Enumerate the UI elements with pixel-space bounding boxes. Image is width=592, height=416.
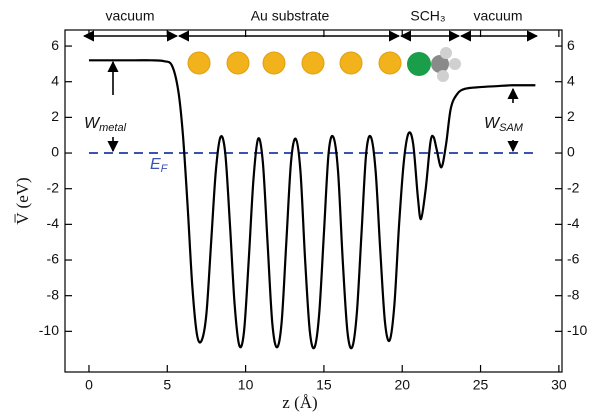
y2-tick-label: -8	[567, 286, 580, 302]
x-tick-label: 20	[394, 377, 410, 393]
x-tick-label: 30	[551, 377, 567, 393]
potential-curve	[88, 59, 536, 350]
w-sam-label: WSAM	[484, 115, 524, 134]
ef-label: EF	[150, 156, 169, 175]
y2-tick-label: -10	[567, 322, 587, 338]
y2-tick-label: 0	[567, 144, 575, 160]
region-label: vacuum	[473, 8, 522, 24]
x-axis-label: z (Å)	[282, 393, 317, 412]
y2-tick-label: 2	[567, 108, 575, 124]
y2-tick-label: 4	[567, 72, 575, 88]
y-tick-label: 4	[51, 72, 59, 88]
y-axis-label: V̅ (eV)	[13, 177, 32, 224]
x-tick-label: 5	[163, 377, 171, 393]
y-tick-label: 0	[51, 144, 59, 160]
y-tick-label: -2	[47, 179, 60, 195]
y-tick-label: 2	[51, 108, 59, 124]
y-tick-label: 6	[51, 37, 59, 53]
y2-tick-label: -2	[567, 179, 580, 195]
y2-tick-label: -4	[567, 215, 580, 231]
y-tick-label: -4	[47, 215, 60, 231]
x-tick-label: 0	[85, 377, 93, 393]
region-label: SCH₃	[410, 8, 445, 24]
w-metal-label: Wmetal	[84, 115, 127, 134]
x-tick-label: 15	[316, 377, 332, 393]
y-tick-label: -8	[47, 286, 60, 302]
atoms	[187, 47, 461, 82]
region-label: vacuum	[105, 8, 154, 24]
y2-tick-label: -6	[567, 251, 580, 267]
x-tick-label: 25	[473, 377, 489, 393]
y2-tick-label: 6	[567, 37, 575, 53]
region-label: Au substrate	[251, 8, 330, 24]
plot-frame	[64, 29, 563, 373]
y-tick-label: -10	[39, 322, 59, 338]
y-tick-label: -6	[47, 251, 60, 267]
x-tick-label: 10	[238, 377, 254, 393]
